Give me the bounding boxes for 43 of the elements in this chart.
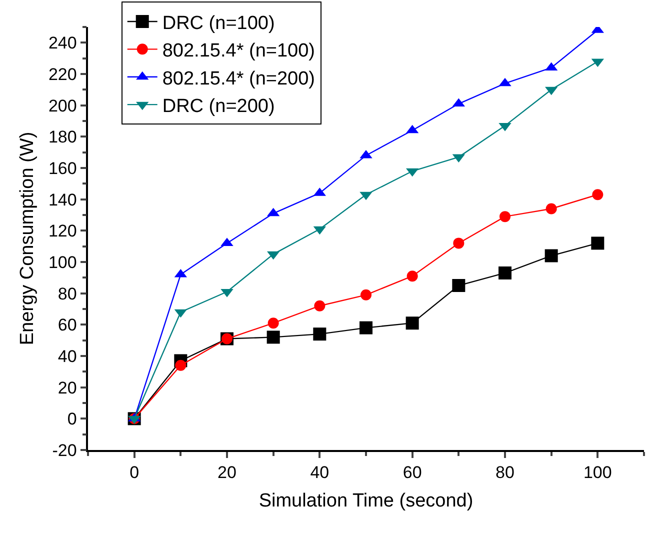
x-tick-label: 60 (402, 463, 422, 482)
y-tick-label: 200 (48, 96, 77, 116)
y-tick-label: 100 (48, 252, 77, 272)
x-axis-title: Simulation Time (second) (258, 490, 474, 512)
point (406, 316, 419, 330)
point (591, 236, 604, 250)
point (313, 328, 326, 341)
point (546, 203, 557, 214)
legend-label: DRC (n=100) (162, 12, 275, 34)
x-tick-label: 20 (218, 463, 236, 482)
x-tick-label: 100 (583, 463, 612, 482)
legend-label: DRC (n=200) (162, 96, 275, 117)
y-tick-label: -20 (52, 440, 77, 460)
legend-label: 802.15.4* (n=100) (162, 40, 316, 62)
point (452, 279, 466, 292)
point (360, 321, 372, 334)
point (175, 360, 186, 371)
point (406, 270, 418, 282)
x-tick-label: 80 (496, 463, 514, 482)
point (453, 238, 464, 249)
point (266, 330, 280, 344)
y-tick-label: 80 (58, 284, 77, 304)
y-tick-label: 240 (48, 34, 77, 53)
point (268, 318, 279, 329)
point (498, 266, 512, 280)
x-tick-label: 0 (130, 463, 140, 482)
x-tick-label: 40 (310, 463, 330, 482)
y-tick-label: 20 (58, 378, 77, 398)
point (314, 300, 326, 312)
y-tick-label: 180 (48, 128, 77, 147)
point (360, 289, 372, 300)
y-tick-label: 140 (48, 190, 77, 210)
point (500, 211, 510, 222)
y-tick-label: 160 (48, 158, 77, 178)
legend-label: 802.15.4* (n=200) (162, 68, 316, 90)
y-tick-label: 40 (58, 346, 77, 366)
y-axis-title: Energy Consumption (W) (16, 132, 38, 346)
point (544, 249, 558, 262)
y-tick-label: 120 (48, 222, 77, 241)
y-tick-label: 60 (58, 316, 77, 335)
y-tick-label: 220 (48, 64, 77, 84)
point (592, 189, 604, 200)
y-tick-label: 0 (67, 410, 77, 429)
